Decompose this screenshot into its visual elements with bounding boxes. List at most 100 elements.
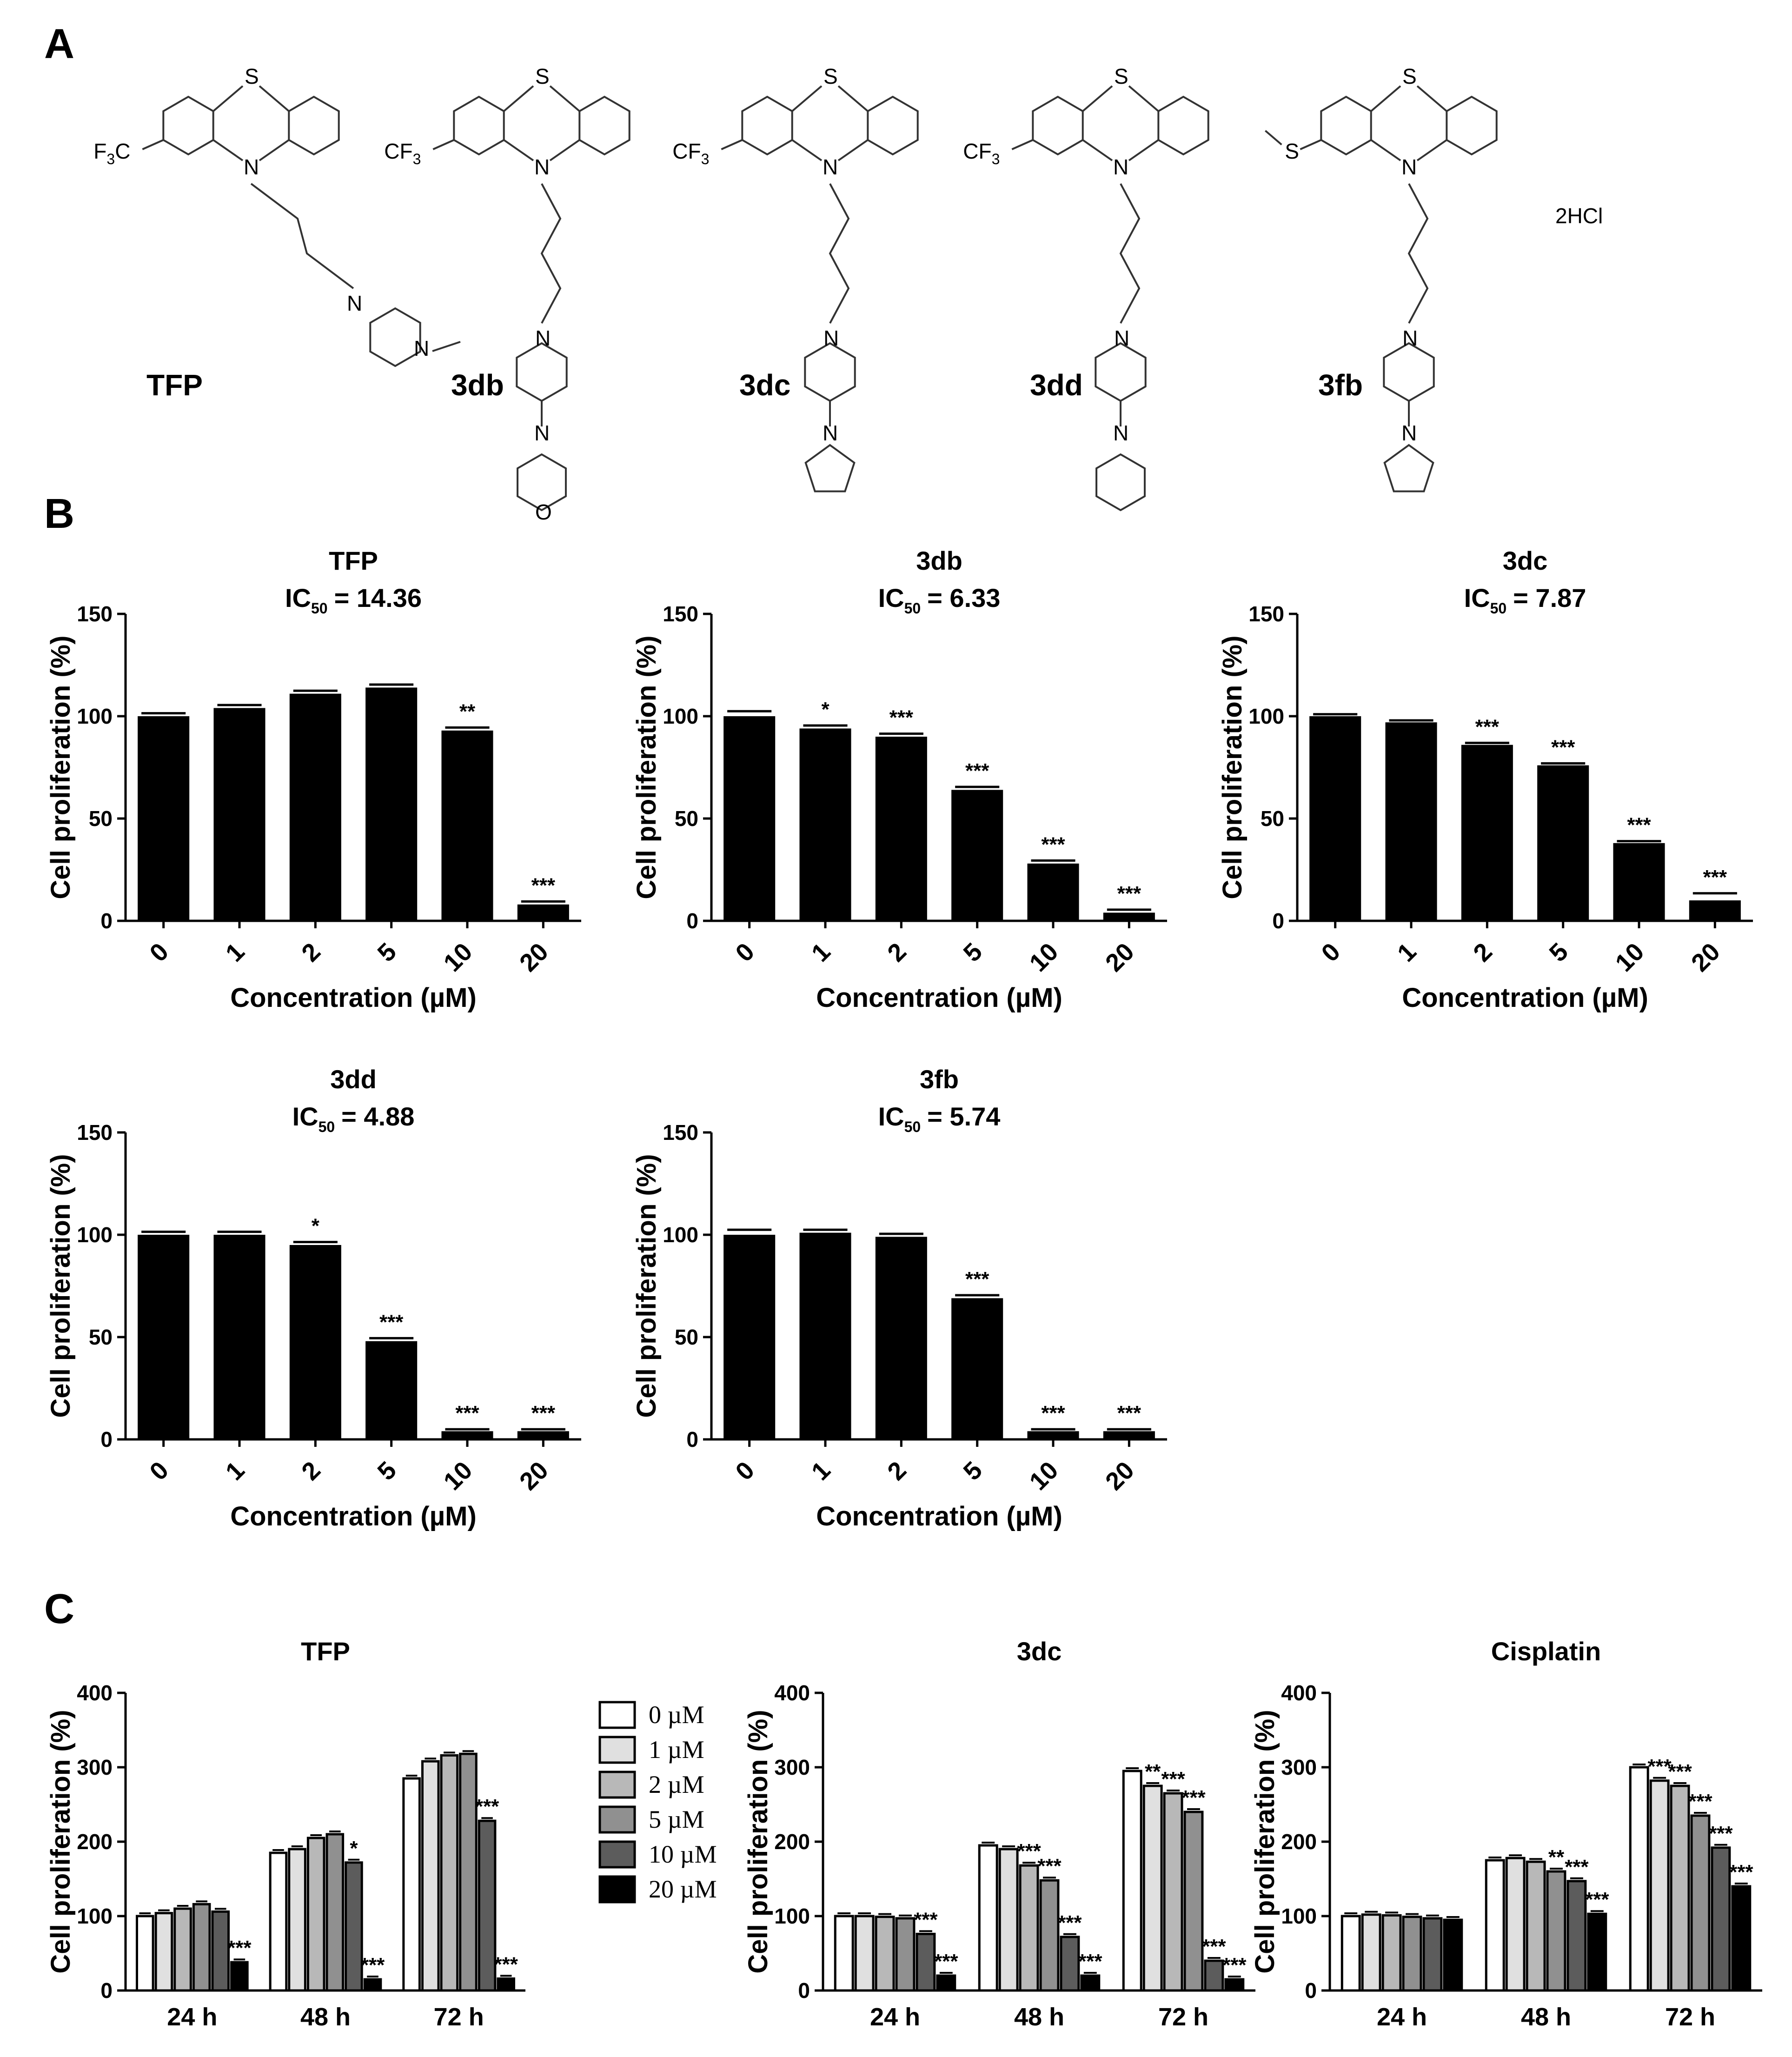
compound-name: 3dd [1030, 368, 1083, 402]
y-axis: 0 50 100 150 [1248, 602, 1299, 933]
y-tick-label: 150 [77, 1120, 113, 1145]
significance-marker: *** [361, 1954, 385, 1977]
bar [192, 1903, 211, 1992]
significance-marker: *** [934, 1950, 958, 1973]
y-tick-label: 0 [1305, 1978, 1317, 2003]
y-axis: 0 50 100 150 [77, 1120, 127, 1451]
ic50-sub: 50 [311, 600, 328, 617]
bar [230, 1961, 249, 1992]
substituent: F3C [93, 139, 130, 167]
bar [325, 1833, 345, 1992]
atom-s: S [823, 64, 838, 88]
bar [1443, 1918, 1463, 1992]
y-axis-label: Cell proliferation (%) [46, 635, 76, 899]
legend: 0 µM 1 µM 2 µM 5 µM 10 µM 20 µM [598, 1701, 717, 1904]
bar [440, 1754, 459, 1992]
y-axis: 0 100 200 300 400 [77, 1681, 127, 2003]
ic50-value: = 4.88 [341, 1102, 414, 1131]
atom-n: N [534, 155, 550, 179]
ic50-prefix: IC [285, 583, 311, 612]
bar [1381, 1914, 1402, 1992]
bar [213, 708, 265, 921]
atom-n: N [1113, 421, 1128, 445]
atom-n: N [823, 155, 838, 179]
y-tick-label: 50 [675, 806, 698, 831]
structure-TFP: S N F3C N N TFP [93, 64, 461, 402]
bar [875, 1916, 895, 1992]
chart-title: 3fb [920, 1065, 959, 1094]
significance-marker: *** [1475, 715, 1500, 738]
significance-marker: *** [227, 1937, 252, 1959]
bar [441, 1431, 493, 1439]
significance-marker: *** [1222, 1954, 1247, 1977]
ic50-label: IC50 = 5.74 [878, 1102, 1001, 1135]
bar [1385, 722, 1437, 921]
significance-marker: *** [1161, 1768, 1185, 1791]
significance-marker: *** [1041, 1402, 1065, 1425]
significance-marker: * [312, 1215, 320, 1238]
bar [1485, 1859, 1505, 1992]
y-tick-label: 400 [774, 1681, 810, 1705]
compound-name: 3fb [1318, 368, 1363, 402]
bar [951, 790, 1003, 921]
legend-label: 5 µM [649, 1805, 704, 1833]
x-tick-label: 72 h [1158, 2003, 1208, 2031]
bar [289, 693, 341, 921]
y-tick-label: 0 [686, 1427, 698, 1451]
salt-label: 2HCl [1555, 204, 1603, 228]
chart-title: 3dc [1503, 546, 1548, 575]
alkyl-chain [540, 183, 562, 324]
bar [478, 1819, 497, 1992]
y-tick-label: 200 [77, 1830, 113, 1854]
ic50-value: = 14.36 [334, 583, 422, 612]
bar [1670, 1784, 1690, 1992]
y-tick-label: 50 [1261, 806, 1284, 831]
significance-marker: *** [1627, 814, 1651, 837]
significance-marker: *** [1041, 833, 1065, 856]
alkyl-chain [829, 183, 850, 324]
bar [1537, 765, 1589, 921]
significance-marker: *** [1117, 882, 1142, 905]
alkyl-chain [250, 183, 354, 289]
chart-title: TFP [329, 546, 378, 575]
atom-s: S [1402, 64, 1417, 88]
bar [138, 716, 190, 921]
compound-name: 3db [451, 368, 504, 402]
ring-amine [369, 307, 421, 367]
ic50-sub: 50 [904, 600, 921, 617]
y-axis: 0 100 200 300 400 [774, 1681, 824, 2003]
significance-marker: *** [531, 874, 556, 897]
atom-s: S [535, 64, 550, 88]
bar [441, 730, 493, 921]
x-tick-label: 24 h [167, 2003, 217, 2031]
structure-3dd: S N CF3 N N 3dd [963, 64, 1209, 512]
y-tick-label: 100 [77, 1223, 113, 1247]
significance-marker: *** [1585, 1888, 1609, 1911]
bar [1711, 1846, 1731, 1992]
substituent: S [1285, 139, 1299, 163]
bar [1546, 1870, 1566, 1992]
significance-marker: *** [1565, 1856, 1589, 1878]
bar [1080, 1974, 1101, 1992]
ic50-prefix: IC [1464, 583, 1490, 612]
bar [1204, 1959, 1224, 1992]
significance-marker: *** [1017, 1840, 1041, 1863]
atom-n: N [1401, 155, 1417, 179]
bar [402, 1777, 421, 1992]
significance-marker: *** [1729, 1861, 1753, 1884]
bar [269, 1851, 288, 1992]
y-tick-label: 150 [663, 602, 698, 626]
bar [363, 1978, 382, 1992]
y-axis-label: Cell proliferation (%) [46, 1710, 76, 1973]
ic50-sub: 50 [904, 1118, 921, 1135]
x-axis-label: Concentration (µM) [230, 983, 477, 1013]
legend-swatch [598, 1771, 636, 1799]
legend-swatch [598, 1875, 636, 1904]
legend-swatch [598, 1736, 636, 1764]
atom-n: N [534, 421, 550, 445]
bar [1027, 863, 1079, 921]
bar [517, 1431, 569, 1439]
